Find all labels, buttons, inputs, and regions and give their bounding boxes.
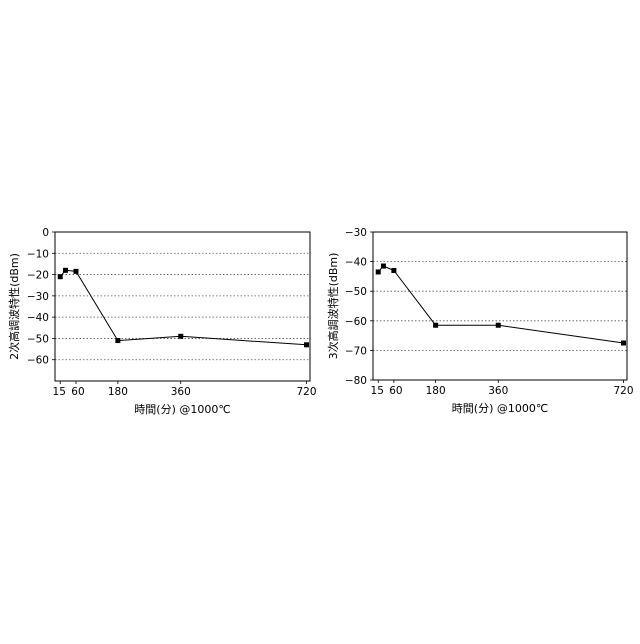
x-tick-label: 720 bbox=[296, 386, 316, 398]
plot-frame bbox=[54, 231, 311, 382]
y-tick-label: −20 bbox=[27, 270, 49, 282]
y-tick-label: −30 bbox=[345, 227, 367, 239]
y-tick-label: −70 bbox=[345, 345, 367, 357]
data-point-marker bbox=[73, 268, 79, 274]
x-tick-label: 360 bbox=[488, 385, 508, 397]
data-point-marker bbox=[178, 333, 184, 339]
y-tick-label: −40 bbox=[345, 257, 367, 269]
y-axis-label: 2次高調波特性(dBm) bbox=[7, 253, 21, 360]
data-point-marker bbox=[115, 338, 121, 344]
x-tick-label: 15 bbox=[371, 385, 384, 397]
x-tick-label: 180 bbox=[426, 385, 446, 397]
data-point-marker bbox=[375, 269, 381, 275]
series-line bbox=[377, 265, 624, 344]
x-tick-label: 720 bbox=[613, 385, 633, 397]
data-point-marker bbox=[57, 274, 63, 280]
y-tick-label: −60 bbox=[345, 316, 367, 328]
chart-2: −30 −40 −50 −60 −70 −80 15 60 180 360 720 時間(分) @10… bbox=[326, 227, 634, 415]
y-tick-label: −30 bbox=[27, 291, 49, 303]
data-point-marker bbox=[62, 267, 68, 273]
y-axis-label: 3次高調波特性(dBm) bbox=[326, 253, 340, 360]
y-tick-label: −80 bbox=[345, 375, 367, 387]
plot-frame bbox=[372, 231, 628, 381]
y-tick-label: −50 bbox=[345, 286, 367, 298]
y-tick-label: −50 bbox=[27, 333, 49, 345]
y-tick-label: 0 bbox=[42, 227, 49, 239]
data-point-marker bbox=[433, 322, 439, 328]
x-tick-label: 360 bbox=[171, 386, 191, 398]
x-tick-label: 15 bbox=[53, 386, 66, 398]
x-tick-label: 60 bbox=[389, 385, 402, 397]
x-axis-label: 時間(分) @1000℃ bbox=[134, 403, 230, 416]
chart-1: 0 −10 −20 −30 −40 −50 −60 15 60 180 360 720 時間(分) @1… bbox=[7, 227, 317, 416]
x-tick-label: 180 bbox=[108, 386, 128, 398]
x-tick-label: 60 bbox=[71, 386, 84, 398]
series-line bbox=[59, 269, 307, 346]
data-point-marker bbox=[495, 322, 501, 328]
y-tick-label: −40 bbox=[27, 312, 49, 324]
data-point-marker bbox=[304, 342, 310, 348]
y-tick-label: −60 bbox=[27, 355, 49, 367]
data-point-marker bbox=[391, 267, 397, 273]
data-point-marker bbox=[380, 263, 386, 269]
y-tick-label: −10 bbox=[27, 248, 49, 260]
x-axis-label: 時間(分) @1000℃ bbox=[452, 402, 548, 415]
data-point-marker bbox=[621, 340, 627, 346]
